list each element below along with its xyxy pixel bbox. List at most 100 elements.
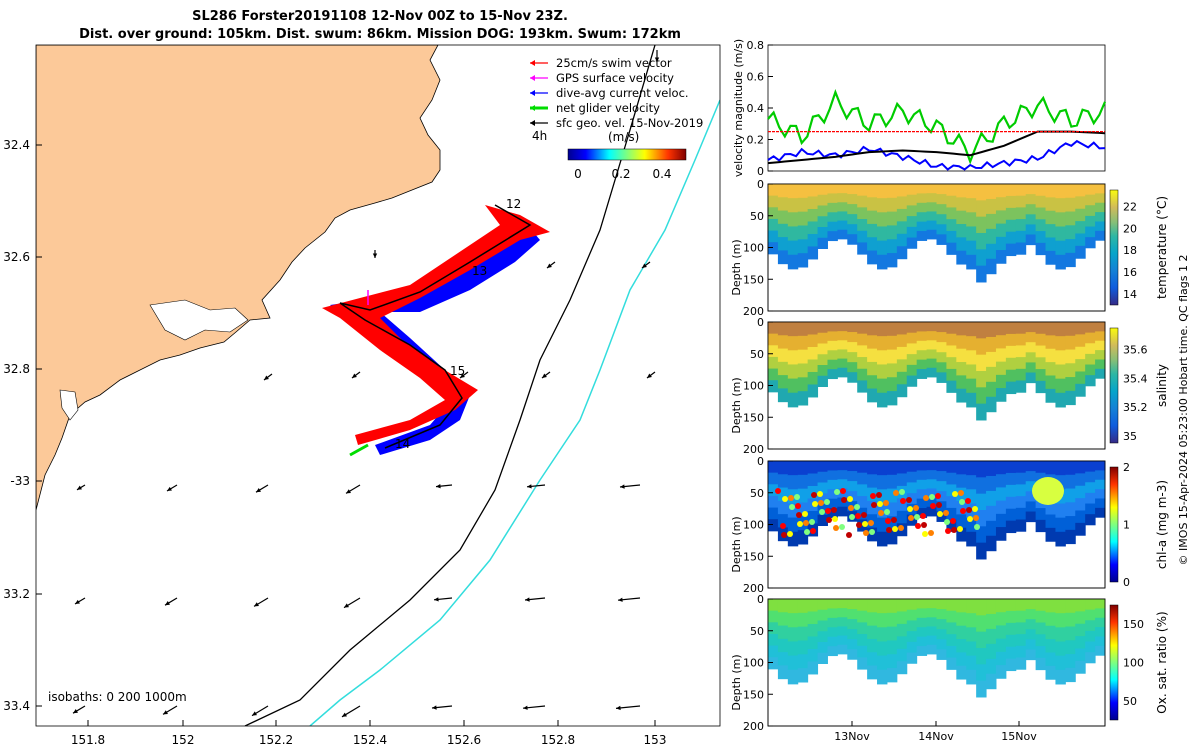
profile-cell bbox=[1075, 660, 1086, 674]
profile-cell bbox=[986, 198, 997, 215]
profile-cell bbox=[966, 254, 977, 270]
profile-cell bbox=[936, 599, 947, 610]
profile-cell bbox=[867, 197, 878, 212]
velocity-arrowhead bbox=[167, 486, 172, 491]
chl-sample-dot bbox=[876, 492, 882, 498]
velocity-series bbox=[767, 89, 1107, 171]
profile-cell bbox=[817, 354, 828, 366]
profile-cell bbox=[946, 357, 957, 370]
profile-cell bbox=[926, 229, 937, 240]
velocity-arrowhead bbox=[527, 484, 532, 489]
profile-cell bbox=[916, 599, 928, 609]
profile-cell bbox=[877, 613, 888, 628]
profile-cell bbox=[768, 356, 779, 370]
profile-cell bbox=[966, 669, 977, 685]
profile-cell bbox=[976, 387, 987, 405]
chl-sample-dot bbox=[921, 522, 927, 528]
profile-cell bbox=[956, 335, 967, 350]
chl-sample-dot bbox=[871, 502, 877, 508]
profile-cell bbox=[847, 224, 858, 235]
profile-colorbar bbox=[1109, 604, 1119, 721]
profile-cell bbox=[768, 322, 779, 335]
profile-cell bbox=[906, 620, 918, 632]
depth-tick-label: 150 bbox=[743, 688, 764, 701]
profile-cell bbox=[1095, 461, 1106, 471]
profile-cell bbox=[857, 472, 868, 485]
profile-cell bbox=[896, 322, 908, 335]
profile-cell bbox=[896, 233, 908, 247]
profile-cell bbox=[936, 372, 947, 383]
velocity-arrowhead bbox=[647, 373, 652, 378]
profile-cell bbox=[1025, 372, 1037, 384]
profile-cell bbox=[837, 479, 848, 489]
profile-cell bbox=[827, 202, 838, 213]
depth-tick-label: 50 bbox=[750, 348, 764, 361]
profile-cell bbox=[797, 530, 809, 545]
profile-cell bbox=[827, 599, 838, 609]
profile-cell bbox=[1075, 599, 1086, 612]
profile-cell bbox=[916, 184, 928, 194]
profile-cell bbox=[787, 461, 799, 476]
time-tick-label: 15Nov bbox=[1001, 730, 1037, 743]
profile-cell bbox=[837, 202, 848, 212]
profile-cell bbox=[807, 359, 819, 373]
profile-cell bbox=[867, 210, 878, 225]
profile-cell bbox=[1005, 184, 1017, 197]
profile-cell bbox=[1045, 224, 1056, 238]
profile-cell bbox=[877, 378, 888, 394]
profile-cell bbox=[877, 350, 888, 365]
profile-cell bbox=[1045, 362, 1056, 376]
chl-sample-dot bbox=[935, 493, 941, 499]
profile-cell bbox=[946, 657, 957, 670]
profile-cell bbox=[817, 620, 828, 632]
chl-sample-dot bbox=[913, 505, 919, 511]
profile-cell bbox=[847, 214, 858, 225]
track-day-label: 13 bbox=[472, 264, 487, 278]
profile-cell bbox=[867, 638, 878, 653]
profile-cell bbox=[946, 484, 957, 497]
profile-cell bbox=[1075, 322, 1086, 335]
profile-cell bbox=[1085, 343, 1096, 355]
profile-cell bbox=[886, 530, 898, 545]
profile-cell bbox=[986, 461, 997, 477]
glider-track: 12 13 15 14 bbox=[322, 197, 550, 457]
profile-cell bbox=[976, 370, 987, 388]
profile-cell bbox=[877, 226, 888, 242]
profile-cell bbox=[995, 461, 1007, 475]
profile-cell bbox=[1025, 224, 1037, 236]
chl-sample-dot bbox=[788, 495, 794, 501]
profile-cell bbox=[797, 654, 809, 669]
profile-cell bbox=[936, 342, 947, 353]
profile-cell bbox=[896, 599, 908, 612]
profile-cell bbox=[847, 599, 858, 610]
profile-cell bbox=[867, 250, 878, 265]
profile-cell bbox=[886, 599, 898, 614]
profile-cell bbox=[1065, 474, 1076, 490]
profile-cell bbox=[827, 479, 838, 490]
map-x-tick-label: 153 bbox=[644, 733, 667, 747]
profile-cell bbox=[916, 193, 928, 204]
profile-cell bbox=[1065, 516, 1076, 531]
profile-cell bbox=[886, 349, 898, 364]
profile-cell bbox=[1065, 184, 1076, 199]
profile-cell bbox=[1075, 461, 1086, 474]
depth-tick-label: 100 bbox=[743, 242, 764, 255]
profile-cell bbox=[886, 377, 898, 392]
profile-cell bbox=[906, 237, 918, 249]
chl-sample-dot bbox=[922, 531, 928, 537]
profile-cell bbox=[956, 388, 967, 403]
profile-cell bbox=[857, 345, 868, 358]
chl-sample-dot bbox=[958, 490, 964, 496]
profile-cell bbox=[1025, 619, 1037, 630]
profile-cell bbox=[946, 634, 957, 647]
profile-cell bbox=[827, 221, 838, 232]
profile-cell bbox=[787, 254, 799, 270]
chart-title-line1: SL286 Forster20191108 12-Nov 00Z to 15-N… bbox=[192, 9, 568, 24]
profile-cell bbox=[877, 655, 888, 671]
track-line bbox=[339, 204, 532, 449]
profile-cell bbox=[896, 473, 908, 487]
profile-cell bbox=[827, 369, 838, 380]
legend-arrowhead bbox=[530, 105, 535, 111]
profile-cell bbox=[936, 649, 947, 660]
